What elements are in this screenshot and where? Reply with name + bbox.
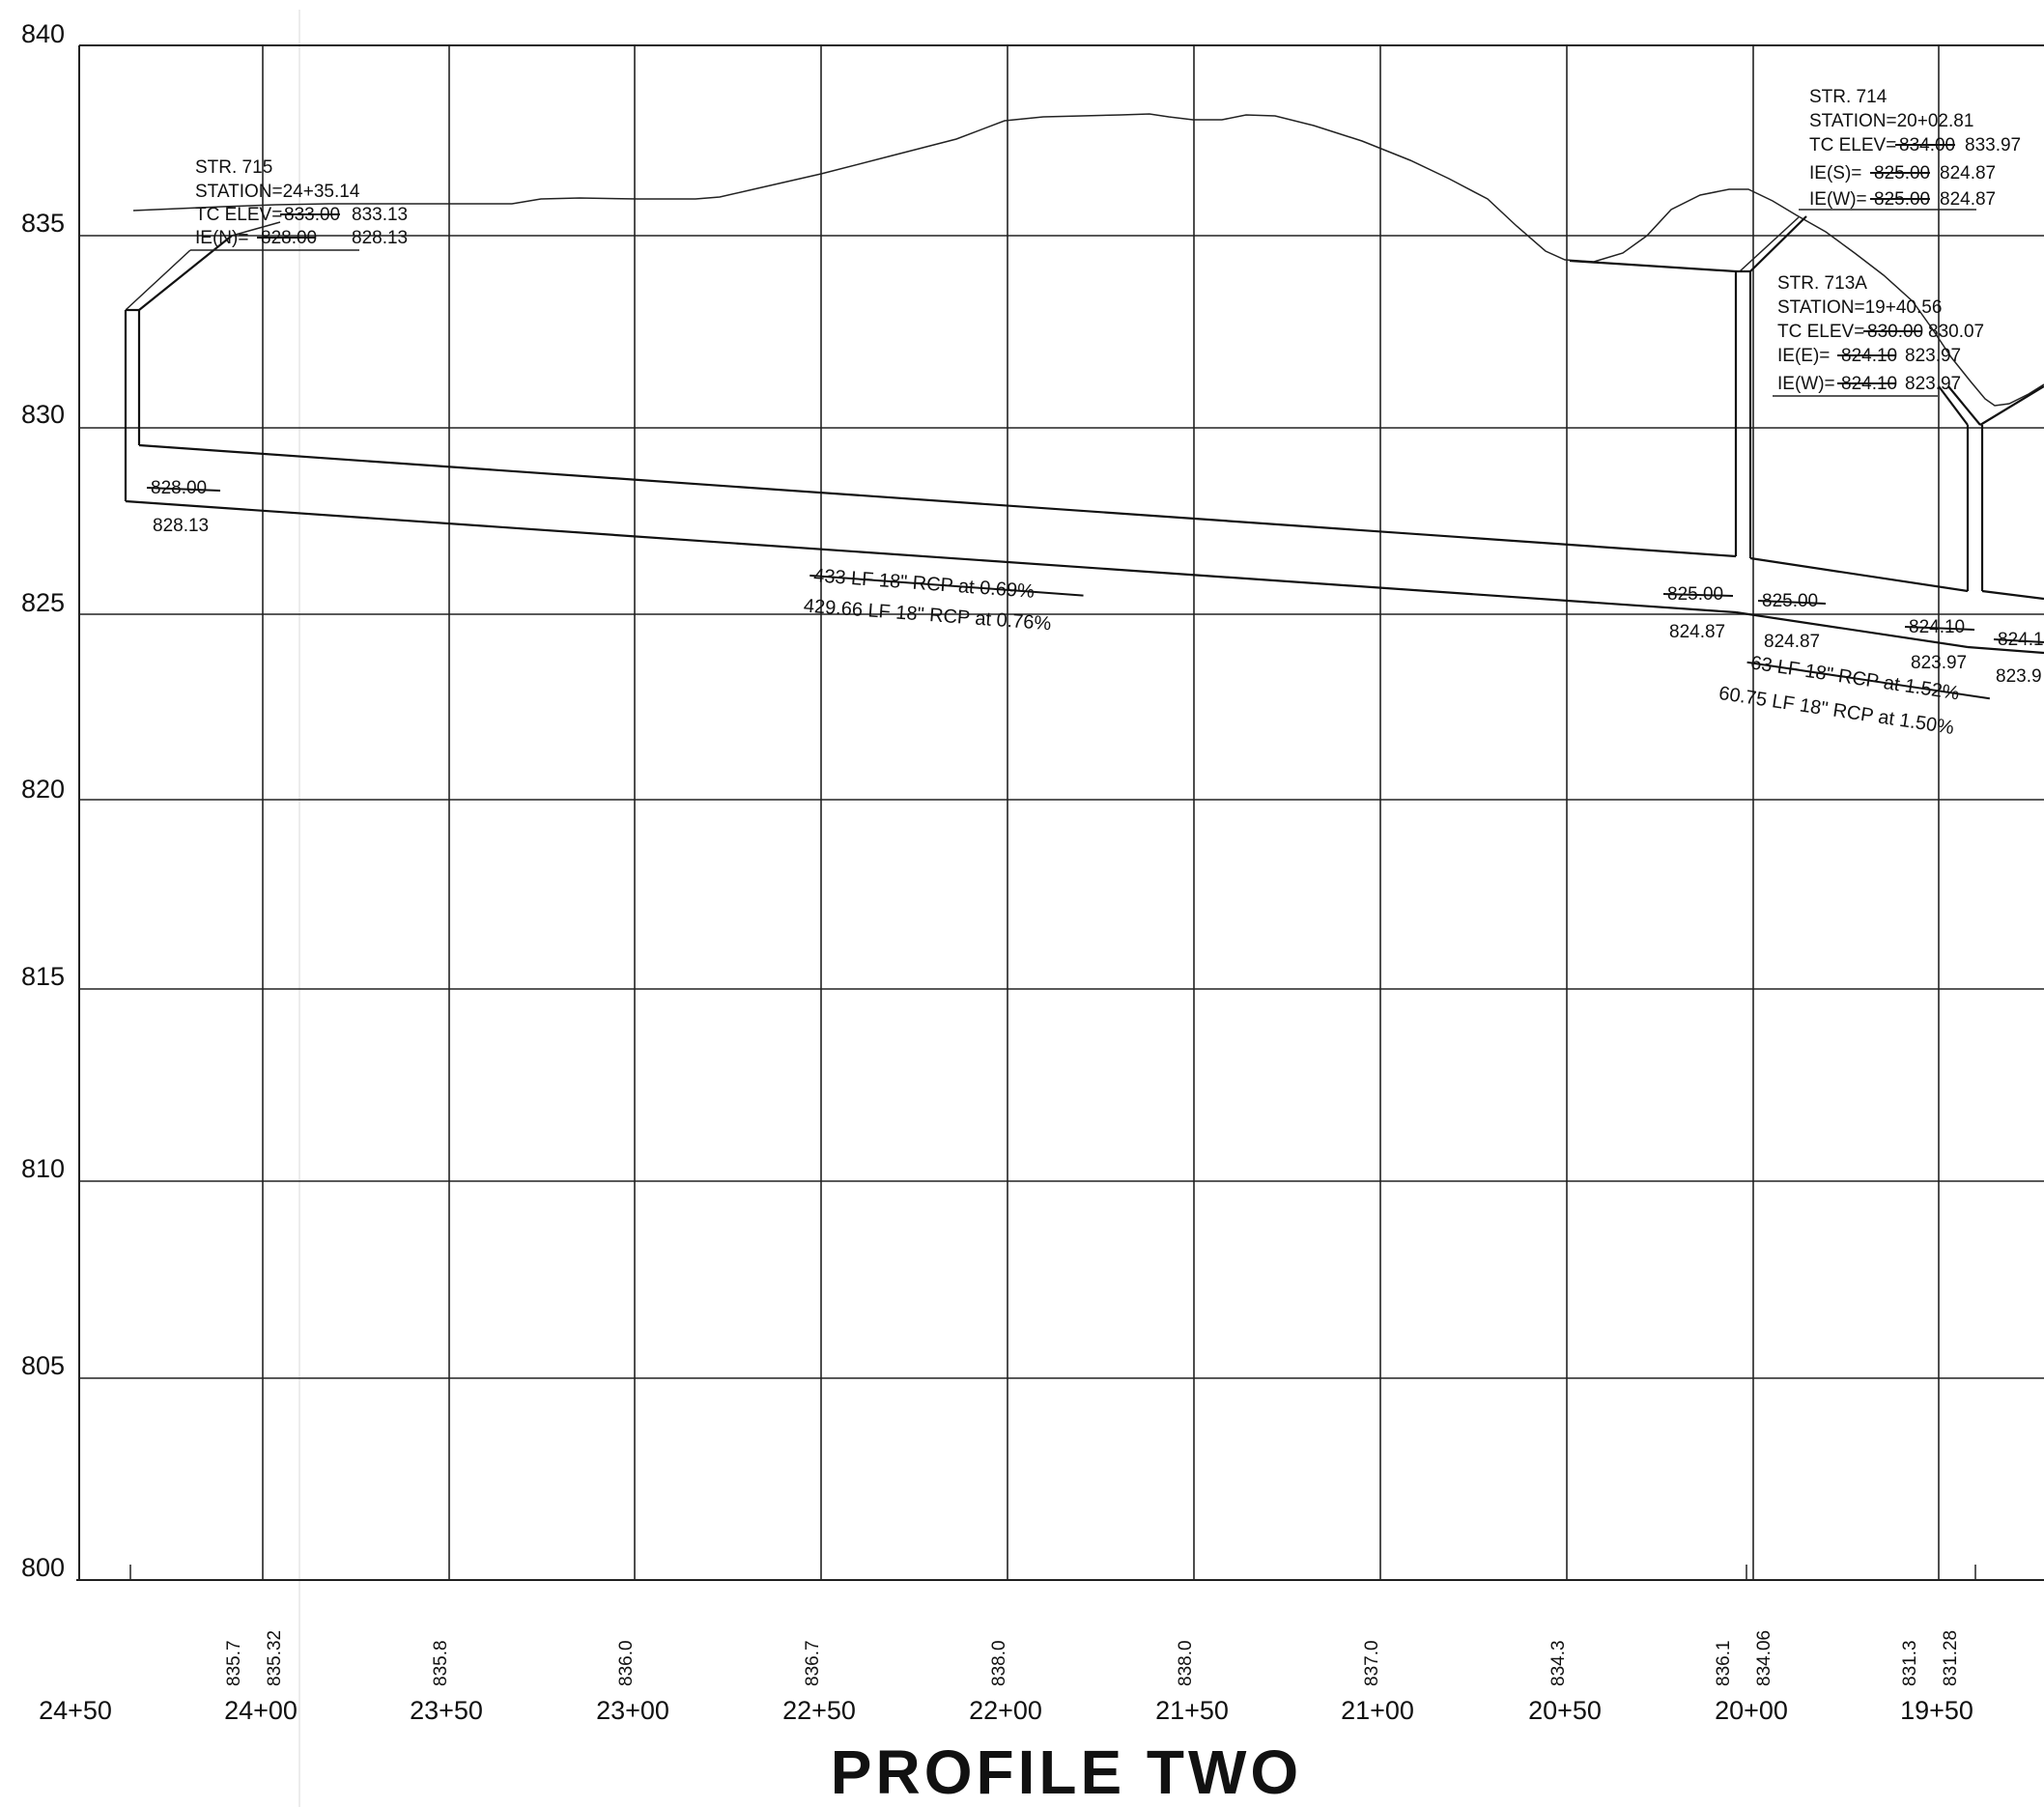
str713a-annotation: STR. 713A STATION=19+40.56 TC ELEV= 830.…: [1777, 273, 1984, 394]
str715-top-slope-back: [125, 249, 191, 311]
str713a-left-invert-new: 823.97: [1911, 653, 1967, 673]
ground-elev-existing: 838.0: [989, 1640, 1009, 1686]
pipe3-crown: [1981, 589, 2044, 601]
grid: [76, 44, 2044, 1581]
str714-tc-prefix: TC ELEV=: [1809, 135, 1896, 155]
str715-top-slope: [138, 235, 233, 311]
existing-ground-line: [132, 113, 2044, 407]
str715-leader-tail: [231, 221, 281, 237]
station-label: 22+00: [969, 1696, 1042, 1725]
ground-elev-proposed: 835.32: [265, 1630, 285, 1686]
ground-elev-existing: 835.8: [431, 1640, 451, 1686]
ground-elev-existing: 831.3: [1900, 1640, 1920, 1686]
station-label: 20+00: [1715, 1696, 1788, 1725]
ground-elev-existing: 838.0: [1176, 1640, 1196, 1686]
str714-ies-new: 824.87: [1940, 163, 1996, 184]
pipe2-invert: [1735, 610, 1969, 649]
str714-iew-new: 824.87: [1940, 189, 1996, 210]
ground-elev-existing: 836.7: [803, 1640, 823, 1686]
str714-tc-new: 833.97: [1965, 135, 2021, 155]
str714-ies-prefix: IE(S)=: [1809, 163, 1861, 184]
str713a-right-invert-new: 823.9: [1996, 666, 2042, 687]
str714-top-slope: [1749, 215, 1807, 272]
str714-left-invert-new: 824.87: [1669, 622, 1725, 642]
pipe3-invert: [1967, 645, 2044, 655]
station-label: 20+50: [1528, 1696, 1602, 1725]
str715-station: STATION=24+35.14: [195, 182, 360, 202]
ground-elevation-labels: 835.7 835.32 835.8 836.0 836.7 838.0 838…: [224, 1630, 1961, 1686]
y-label-840: 840: [21, 19, 65, 48]
ground-elev-existing: 836.1: [1714, 1640, 1734, 1686]
station-labels: 24+50 24+00 23+50 23+00 22+50 22+00 21+5…: [39, 1696, 1973, 1725]
ground-elev-existing: 835.7: [224, 1640, 244, 1686]
str713a-iee-prefix: IE(E)=: [1777, 346, 1830, 366]
y-label-820: 820: [21, 775, 65, 804]
station-label: 23+50: [410, 1696, 483, 1725]
ground-elev-existing: 834.3: [1548, 1640, 1569, 1686]
y-label-815: 815: [21, 962, 65, 991]
str714-station: STATION=20+02.81: [1809, 111, 1973, 131]
str715-tc-prefix: TC ELEV=: [195, 205, 282, 225]
str713a-iee-new: 823.97: [1905, 346, 1961, 366]
station-label: 23+00: [596, 1696, 669, 1725]
strikethrough: [1746, 661, 1990, 700]
pipe1-invert: [125, 499, 1737, 614]
pipe1-label: 433 LF 18" RCP at 0.69% 429.66 LF 18" RC…: [803, 565, 1084, 635]
station-label: 21+50: [1155, 1696, 1229, 1725]
str714-name: STR. 714: [1809, 87, 1888, 107]
str715-annotation: STR. 715 STATION=24+35.14 TC ELEV= 833.0…: [195, 157, 408, 248]
y-label-835: 835: [21, 209, 65, 238]
strikethrough: [1904, 626, 1975, 631]
str715-invert-new: 828.13: [153, 516, 209, 536]
ground-elev-existing: 837.0: [1362, 1640, 1382, 1686]
strikethrough: [1662, 593, 1734, 597]
station-label: 24+00: [224, 1696, 298, 1725]
str715-name: STR. 715: [195, 157, 272, 178]
str713a-tc-new: 830.07: [1928, 322, 1984, 342]
y-label-805: 805: [21, 1351, 65, 1380]
drawing-title: PROFILE TWO: [831, 1737, 1302, 1807]
strikethrough: [1757, 600, 1827, 605]
str713a-name: STR. 713A: [1777, 273, 1867, 294]
str713a-iew-prefix: IE(W)=: [1777, 374, 1835, 394]
str715-ie-new: 828.13: [352, 228, 408, 248]
station-label: 21+00: [1341, 1696, 1414, 1725]
structures: [124, 269, 1984, 591]
str713a-top-right: [1979, 385, 2044, 426]
str714-iew-prefix: IE(W)=: [1809, 189, 1867, 210]
y-label-830: 830: [21, 400, 65, 429]
proposed-top-20+50: [1569, 259, 1737, 273]
ground-elev-proposed: 831.28: [1941, 1630, 1961, 1686]
strikethrough: [146, 487, 221, 492]
pipe1-label-new: 429.66 LF 18" RCP at 0.76%: [803, 596, 1052, 635]
str713a-top-slope: [1938, 385, 1969, 426]
y-label-800: 800: [21, 1553, 65, 1582]
str715-ie-prefix: IE(N)=: [195, 228, 248, 248]
strikethrough: [1993, 638, 2044, 643]
str715-tc-new: 833.13: [352, 205, 408, 225]
y-axis-labels: 840 835 830 825 820 815 810 805 800: [21, 19, 65, 1582]
strikethrough: [809, 574, 1084, 597]
station-label: 22+50: [782, 1696, 856, 1725]
ground-elev-existing: 836.0: [616, 1640, 637, 1686]
str714-top-slope-back: [1739, 216, 1800, 272]
pipe1-crown: [138, 443, 1737, 558]
station-label: 19+50: [1900, 1696, 1973, 1725]
str713a-tc-prefix: TC ELEV=: [1777, 322, 1864, 342]
y-label-825: 825: [21, 588, 65, 617]
str713a-top-slope-2: [1947, 385, 1981, 426]
str713a-station: STATION=19+40.56: [1777, 297, 1942, 318]
str713a-iew-new: 823.97: [1905, 374, 1961, 394]
proposed-grade-lines: [125, 209, 2044, 426]
ground-elev-proposed: 834.06: [1754, 1630, 1774, 1686]
str714-annotation: STR. 714 STATION=20+02.81 TC ELEV= 834.0…: [1809, 87, 2021, 210]
pipes: [125, 443, 2044, 655]
invert-labels: 828.00 828.13 825.00 824.87 825.00 824.8…: [146, 478, 2044, 687]
pipe2-crown: [1749, 556, 1969, 593]
y-label-810: 810: [21, 1154, 65, 1183]
str714-right-invert-new: 824.87: [1764, 632, 1820, 652]
str713a-right-invert-old: 824.1: [1998, 630, 2044, 650]
station-label: 24+50: [39, 1696, 112, 1725]
